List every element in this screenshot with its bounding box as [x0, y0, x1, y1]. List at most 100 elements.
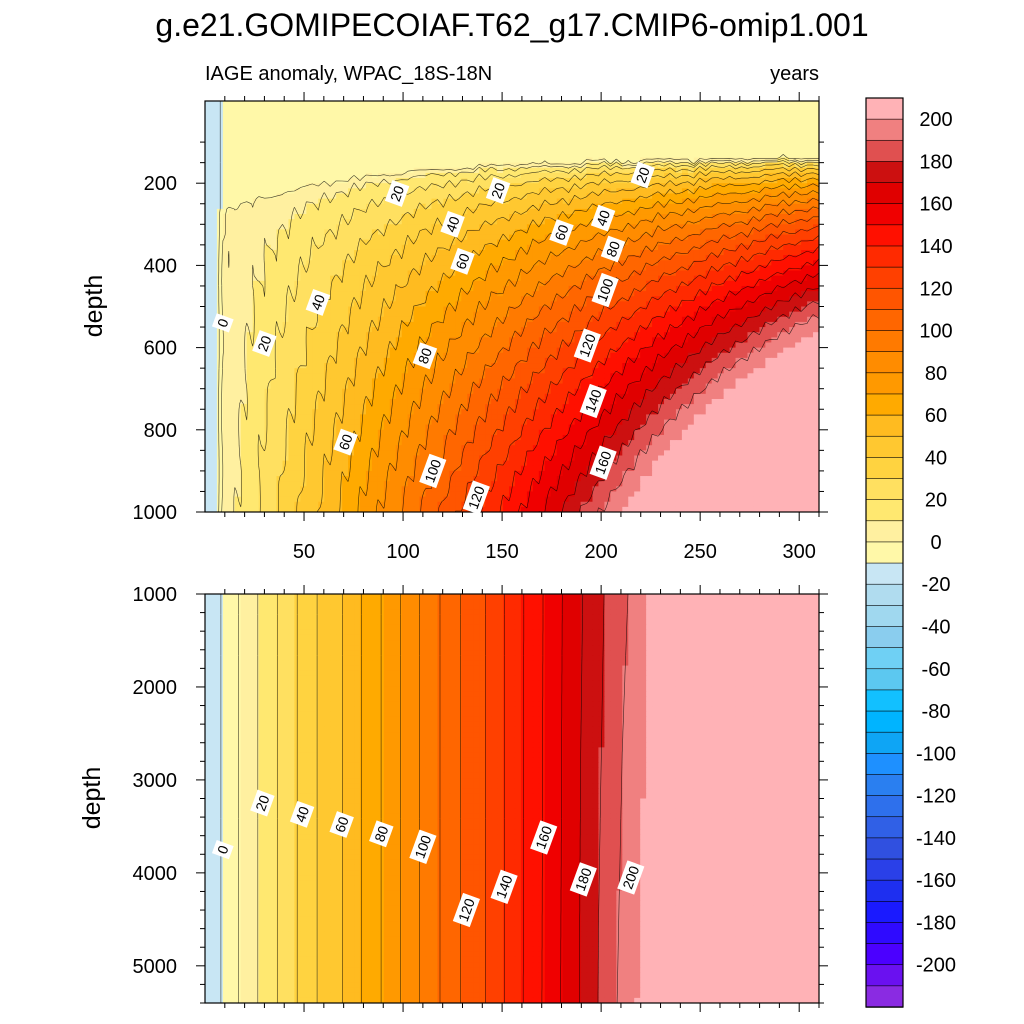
contour-cell	[592, 121, 600, 128]
contour-cell	[634, 147, 641, 153]
contour-cell	[544, 291, 552, 297]
contour-cell	[503, 291, 510, 297]
contour-cell	[669, 285, 677, 292]
contour-cell	[377, 332, 385, 338]
contour-cell	[634, 234, 641, 241]
contour-cell	[520, 260, 528, 266]
contour-cell	[294, 332, 301, 338]
contour-cell	[675, 193, 683, 200]
contour-cell	[586, 142, 594, 148]
contour-cell	[801, 106, 808, 112]
contour-cell	[330, 327, 337, 333]
contour-cell	[765, 275, 772, 282]
contour-cell	[664, 111, 671, 118]
contour-cell	[789, 275, 796, 282]
contour-cell	[330, 178, 337, 184]
contour-cell	[473, 342, 480, 349]
contour-cell	[288, 249, 296, 256]
contour-cell	[807, 126, 814, 133]
contour-cell	[419, 193, 427, 200]
contour-cell	[258, 229, 266, 236]
contour-cell	[419, 188, 427, 195]
contour-cell	[747, 321, 755, 328]
contour-cell	[604, 116, 611, 123]
contour-cell	[526, 121, 534, 128]
contour-cell	[413, 208, 421, 215]
contour-cell	[526, 275, 534, 282]
contour-cell	[312, 111, 319, 118]
contour-cell	[324, 121, 331, 128]
contour-cell	[687, 203, 695, 210]
contour-cell	[371, 280, 379, 287]
contour-cell	[330, 260, 337, 266]
contour-cell	[479, 106, 486, 112]
contour-cell	[336, 301, 343, 308]
contour-cell	[276, 311, 284, 318]
contour-cell	[598, 239, 605, 246]
contour-cell	[646, 162, 653, 169]
contour-cell	[628, 188, 635, 195]
contour-cell	[318, 131, 325, 138]
contour-cell	[741, 183, 749, 189]
contour-cell	[503, 121, 510, 128]
contour-cell	[312, 116, 319, 123]
contour-cell	[759, 101, 766, 107]
contour-cell	[622, 260, 629, 266]
contour-cell	[216, 208, 224, 215]
contour-cell	[723, 167, 731, 174]
contour-cell	[550, 249, 558, 256]
contour-cell	[389, 167, 397, 174]
contour-cell	[592, 106, 600, 112]
contour-cell	[473, 121, 480, 128]
contour-cell	[646, 280, 653, 287]
contour-cell	[330, 142, 337, 148]
contour-cell	[759, 106, 766, 112]
contour-cell	[687, 244, 695, 251]
contour-cell	[711, 172, 719, 179]
contour-cell	[783, 265, 790, 272]
contour-cell	[306, 244, 313, 251]
contour-cell	[741, 142, 749, 148]
contour-cell	[681, 178, 689, 184]
contour-cell	[574, 239, 582, 246]
contour-cell	[586, 152, 594, 159]
contour-cell	[240, 270, 248, 277]
contour-cell	[371, 311, 379, 318]
contour-cell	[246, 255, 254, 261]
contour-cell	[628, 126, 635, 133]
contour-cell	[687, 249, 695, 256]
contour-cell	[616, 172, 623, 179]
contour-cell	[520, 198, 528, 205]
contour-cell	[383, 126, 391, 133]
contour-cell	[449, 249, 456, 256]
contour-cell	[354, 188, 361, 195]
contour-cell	[783, 167, 790, 174]
contour-cell	[216, 224, 224, 231]
contour-cell	[246, 131, 254, 138]
contour-cell	[675, 178, 683, 184]
contour-cell	[604, 111, 611, 118]
contour-cell	[365, 296, 373, 302]
contour-cell	[324, 111, 331, 118]
contour-cell	[306, 327, 313, 333]
contour-cell	[401, 327, 409, 333]
contour-cell	[258, 136, 266, 143]
contour-cell	[747, 291, 755, 297]
contour-cell	[479, 234, 486, 241]
contour-cell	[264, 198, 272, 205]
contour-cell	[777, 101, 784, 107]
contour-cell	[753, 188, 760, 195]
contour-cell	[646, 244, 653, 251]
contour-cell	[455, 183, 462, 189]
contour-cell	[658, 234, 665, 241]
contour-cell	[467, 198, 474, 205]
contour-cell	[258, 198, 266, 205]
contour-cell	[288, 342, 296, 349]
contour-cell	[377, 203, 385, 210]
contour-cell	[723, 224, 731, 231]
contour-cell	[437, 275, 445, 282]
contour-cell	[383, 306, 391, 313]
contour-cell	[425, 136, 433, 143]
contour-cell	[765, 249, 772, 256]
contour-cell	[550, 270, 558, 277]
